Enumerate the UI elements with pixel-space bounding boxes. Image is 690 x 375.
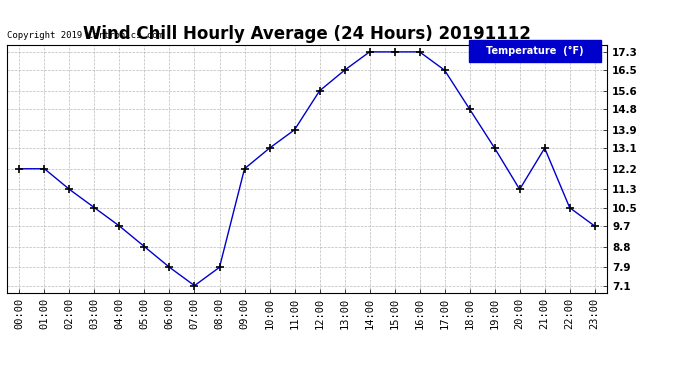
Text: Copyright 2019 Cartronics.com: Copyright 2019 Cartronics.com <box>7 31 163 40</box>
Text: Temperature  (°F): Temperature (°F) <box>486 46 584 56</box>
FancyBboxPatch shape <box>469 40 601 62</box>
Title: Wind Chill Hourly Average (24 Hours) 20191112: Wind Chill Hourly Average (24 Hours) 201… <box>83 26 531 44</box>
